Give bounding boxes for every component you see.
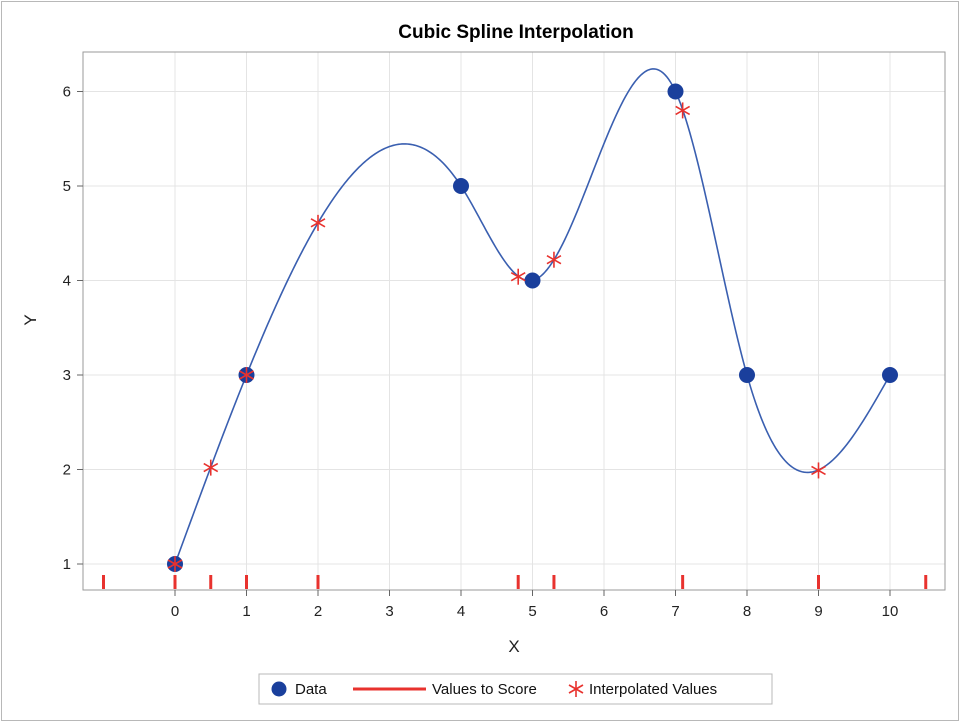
interpolated-point bbox=[675, 102, 691, 119]
y-tick-label: 6 bbox=[63, 84, 71, 101]
interpolated-point bbox=[167, 556, 183, 572]
legend-interpolated-marker bbox=[568, 681, 584, 697]
x-tick-label: 4 bbox=[457, 603, 465, 620]
legend: Data Values to Score Interpolated Values bbox=[258, 673, 773, 705]
data-point bbox=[453, 178, 469, 194]
y-tick-label: 1 bbox=[63, 556, 71, 573]
plot-border bbox=[82, 51, 946, 591]
x-tick-label: 9 bbox=[814, 603, 822, 620]
x-tick-label: 1 bbox=[242, 603, 250, 620]
interpolated-point bbox=[510, 268, 526, 285]
y-axis-label: Y bbox=[21, 314, 40, 325]
interpolated-point bbox=[239, 367, 254, 383]
y-tick-label: 5 bbox=[63, 178, 71, 195]
x-axis-label: X bbox=[508, 637, 519, 656]
data-point bbox=[882, 367, 898, 383]
data-point bbox=[739, 367, 755, 383]
x-tick-label: 6 bbox=[600, 603, 608, 620]
y-tick-label: 3 bbox=[63, 367, 71, 384]
legend-box bbox=[258, 673, 773, 705]
chart-title: Cubic Spline Interpolation bbox=[398, 22, 633, 43]
interpolated-point bbox=[811, 462, 826, 479]
plot-area: 0 1 2 3 4 5 6 7 8 9 10 1 2 3 4 5 6 bbox=[63, 51, 946, 620]
data-point bbox=[524, 272, 541, 289]
interpolated-point bbox=[546, 251, 562, 268]
data-point bbox=[667, 83, 684, 100]
interpolated-point bbox=[203, 459, 219, 476]
x-tick-label: 10 bbox=[882, 603, 899, 620]
x-tick-label: 2 bbox=[314, 603, 322, 620]
x-tick-label: 0 bbox=[171, 603, 179, 620]
plot-background bbox=[83, 52, 945, 590]
legend-data-label: Data bbox=[295, 681, 327, 698]
x-tick-label: 8 bbox=[743, 603, 751, 620]
legend-values-to-score-label: Values to Score bbox=[432, 681, 537, 698]
legend-interpolated-label: Interpolated Values bbox=[589, 681, 717, 698]
y-tick-label: 2 bbox=[63, 462, 71, 479]
x-tick-label: 3 bbox=[385, 603, 393, 620]
legend-data-marker bbox=[271, 681, 287, 697]
y-tick-label: 4 bbox=[63, 273, 71, 290]
x-tick-label: 5 bbox=[528, 603, 536, 620]
x-tick-label: 7 bbox=[671, 603, 679, 620]
interpolated-point bbox=[310, 214, 326, 231]
